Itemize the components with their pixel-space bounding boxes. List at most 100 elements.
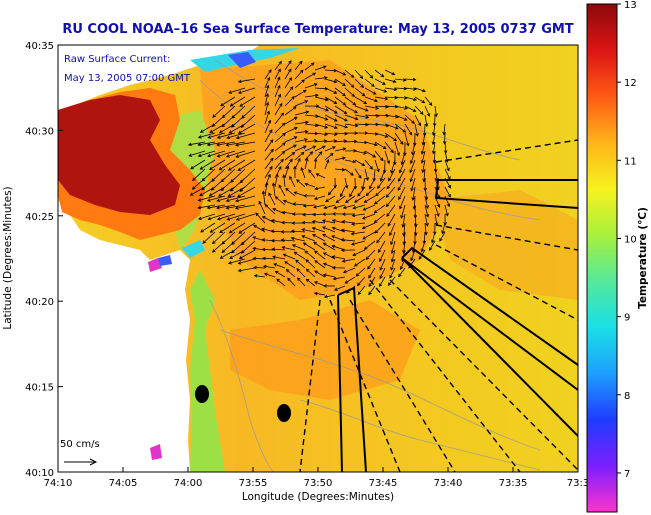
current-vector <box>374 141 387 150</box>
current-vector <box>434 105 438 118</box>
current-vector <box>262 264 276 269</box>
current-vector <box>344 123 359 128</box>
current-vector <box>354 150 368 155</box>
x-tick-label: 73:50 <box>304 478 333 489</box>
current-vector <box>274 93 282 107</box>
current-vector <box>274 102 283 116</box>
current-vector <box>263 272 276 278</box>
current-vector <box>281 245 296 251</box>
current-vector <box>344 87 356 98</box>
current-vector <box>274 132 286 143</box>
current-vector <box>379 258 386 271</box>
current-vector <box>324 105 338 114</box>
colorbar-tick-label: 9 <box>624 313 630 324</box>
current-vector <box>207 213 226 221</box>
current-vector <box>284 261 296 269</box>
blue-cloud-patch <box>228 52 256 68</box>
current-vector <box>340 248 356 253</box>
current-vector <box>324 96 338 104</box>
current-vector <box>284 144 297 152</box>
current-vector <box>294 129 309 134</box>
current-vector <box>207 132 226 139</box>
current-vector <box>301 228 316 233</box>
current-vector <box>384 87 398 92</box>
current-vector <box>304 182 316 188</box>
current-vector <box>216 204 236 210</box>
current-vector <box>361 177 366 190</box>
current-vector <box>331 266 346 270</box>
current-vector <box>400 150 406 166</box>
current-vector <box>313 241 326 251</box>
current-vector <box>271 247 286 251</box>
current-vector <box>274 60 282 71</box>
current-vector <box>388 168 396 182</box>
current-vector <box>290 229 306 233</box>
current-vector <box>374 96 389 101</box>
current-vector <box>264 119 272 134</box>
current-vector <box>322 242 336 251</box>
current-vector <box>238 249 256 260</box>
current-vector <box>229 249 246 259</box>
current-vector <box>352 204 366 210</box>
current-vector <box>192 168 206 182</box>
current-vector <box>333 177 338 189</box>
current-vector <box>295 259 306 269</box>
current-vector <box>334 147 347 152</box>
current-vector <box>444 159 450 172</box>
current-vector <box>225 204 246 210</box>
current-vector <box>311 219 326 224</box>
shelf-green-band <box>190 270 225 472</box>
current-vector <box>374 159 380 173</box>
magenta-speck-2 <box>150 444 162 460</box>
current-vector <box>216 132 236 139</box>
current-vector <box>334 167 346 172</box>
current-vector <box>218 123 236 134</box>
current-vector <box>354 69 364 79</box>
colorbar-tick-label: 8 <box>624 391 630 402</box>
y-tick-label: 40:20 <box>25 297 54 308</box>
current-vector <box>218 159 236 171</box>
current-vector <box>324 78 338 84</box>
current-vector <box>228 222 246 234</box>
current-vector <box>332 276 346 281</box>
current-vector <box>284 151 296 161</box>
current-vector <box>236 186 256 198</box>
current-vector <box>197 132 216 139</box>
current-vector <box>302 204 316 208</box>
current-vector <box>334 123 349 129</box>
x-axis-label: Longitude (Degrees:Minutes) <box>242 491 394 503</box>
current-vector <box>404 132 410 147</box>
y-tick-label: 40:30 <box>25 126 54 137</box>
current-vector <box>264 148 274 161</box>
current-vector <box>334 78 346 87</box>
y-tick-label: 40:15 <box>25 383 54 394</box>
current-vector <box>409 168 416 183</box>
current-vector <box>321 226 336 233</box>
current-vector <box>315 173 326 179</box>
current-vector <box>206 195 226 202</box>
current-vector <box>276 278 286 287</box>
current-vector <box>314 114 329 121</box>
current-vector <box>218 186 236 197</box>
current-vector <box>386 204 396 217</box>
current-vector <box>344 177 349 189</box>
current-vector <box>327 186 336 196</box>
current-vector <box>199 159 216 170</box>
x-axis-ticks: 74:10 74:05 74:00 73:55 73:50 73:45 73:40 73:35… <box>44 467 589 489</box>
current-vector <box>368 285 376 296</box>
current-vector <box>207 150 226 158</box>
current-vector <box>314 139 328 143</box>
current-vector <box>323 204 336 210</box>
current-vector <box>314 270 326 278</box>
current-vector <box>354 159 366 167</box>
current-vector <box>264 69 272 80</box>
current-vector <box>394 114 408 121</box>
current-vector <box>324 159 330 170</box>
current-vector <box>324 152 334 161</box>
current-vector <box>369 177 376 190</box>
bay-red-core <box>58 95 180 215</box>
current-vector <box>387 213 396 227</box>
current-vector <box>385 186 396 198</box>
current-vector <box>364 159 373 170</box>
current-vector <box>384 123 399 130</box>
